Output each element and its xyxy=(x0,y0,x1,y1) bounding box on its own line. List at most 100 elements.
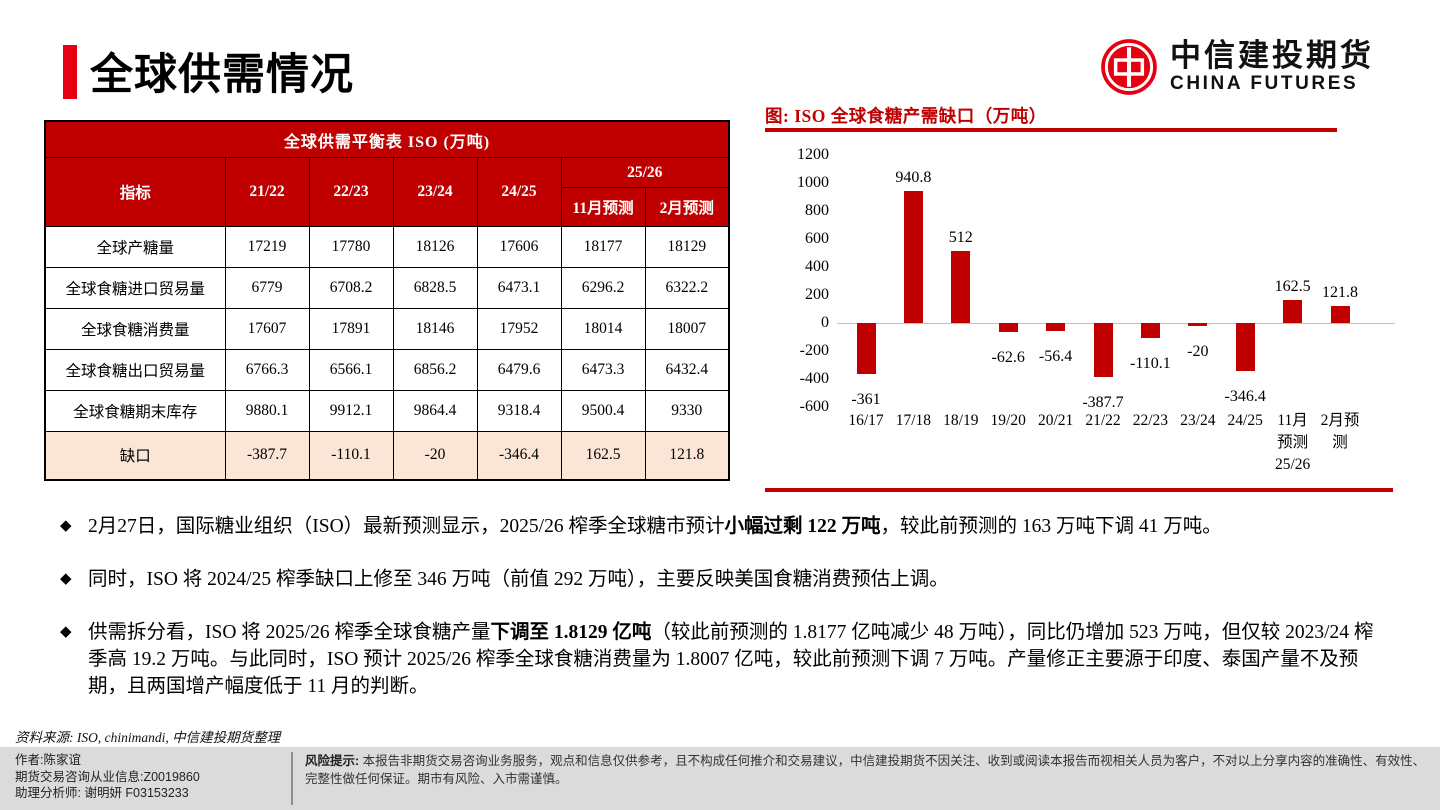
row-value: 17952 xyxy=(476,308,562,350)
bullet-item: ◆ 2月27日，国际糖业组织（ISO）最新预测显示，2025/26 榨季全球糖市预… xyxy=(60,513,1390,540)
data-source-note: 资料来源: ISO, chinimandi, 中信建投期货整理 xyxy=(15,730,281,745)
row-value: 6856.2 xyxy=(392,349,478,391)
author-line: 作者:陈家谊 xyxy=(15,753,81,767)
y-axis-tick-label: 1000 xyxy=(797,174,829,191)
row-value: 6766.3 xyxy=(224,349,310,391)
row-label: 全球食糖期末库存 xyxy=(44,390,226,432)
row-value: 9880.1 xyxy=(224,390,310,432)
row-value: 17219 xyxy=(224,226,310,268)
row-value: 18129 xyxy=(644,226,730,268)
row-value: 6473.3 xyxy=(560,349,646,391)
bar-value-label: 162.5 xyxy=(1274,278,1311,296)
chart-bottom-rule xyxy=(765,488,1393,492)
bar xyxy=(903,191,923,323)
row-value: 18126 xyxy=(392,226,478,268)
bullet-text: 同时，ISO 将 2024/25 榨季缺口上修至 346 万吨（前值 292 万… xyxy=(88,566,949,593)
x-axis-line xyxy=(837,323,1395,324)
logo-name-cn: 中信建投期货 xyxy=(1170,38,1374,73)
y-axis-tick-label: 0 xyxy=(821,314,829,331)
bar xyxy=(1093,323,1113,378)
row-label: 缺口 xyxy=(44,431,226,480)
bar-value-label: -56.4 xyxy=(1038,347,1073,365)
bullet-text-run: 2月27日，国际糖业组织（ISO）最新预测显示，2025/26 榨季全球糖市预计 xyxy=(88,516,725,537)
bar xyxy=(1235,323,1255,372)
row-label: 全球食糖进口贸易量 xyxy=(44,267,226,309)
diamond-bullet-icon: ◆ xyxy=(60,518,72,534)
y-axis-tick-label: 200 xyxy=(805,286,829,303)
chart-title-underline xyxy=(765,128,1337,132)
col-header-feb-forecast: 2月预测 xyxy=(644,187,730,227)
bar xyxy=(1188,323,1208,326)
row-value: 18146 xyxy=(392,308,478,350)
author-info: 作者:陈家谊 期货交易咨询从业信息:Z0019860 助理分析师: 谢明妍 F0… xyxy=(15,752,200,802)
row-value: 6432.4 xyxy=(644,349,730,391)
bullet-text-run: （较此前预测的 1.8177 亿吨减少 48 万吨），同比仍增加 523 万吨，… xyxy=(88,622,1374,697)
x-axis-category-label: 20/21 xyxy=(1037,412,1074,429)
col-header-year: 23/24 xyxy=(392,157,478,227)
row-value: 6708.2 xyxy=(308,267,394,309)
bullet-text-run: ，较此前预测的 163 万吨下调 41 万吨。 xyxy=(880,516,1222,537)
diamond-bullet-icon: ◆ xyxy=(60,571,72,587)
row-value: 6322.2 xyxy=(644,267,730,309)
row-value: 9500.4 xyxy=(560,390,646,432)
row-value: 17891 xyxy=(308,308,394,350)
col-header-nov-forecast: 11月预测 xyxy=(560,187,646,227)
bar-value-label: -62.6 xyxy=(991,348,1025,366)
table-row: 全球食糖进口贸易量 6779 6708.2 6828.5 6473.1 6296.2 632… xyxy=(44,267,730,309)
col-header-year: 21/22 xyxy=(224,157,310,227)
bar-value-label: -20 xyxy=(1187,342,1209,360)
bullet-text: 供需拆分看，ISO 将 2025/26 榨季全球食糖产量下调至 1.8129 亿… xyxy=(88,619,1390,700)
x-axis-category-label: 18/19 xyxy=(943,412,979,429)
table-row: 全球产糖量 17219 17780 18126 17606 18177 18129 xyxy=(44,226,730,268)
bar xyxy=(951,251,971,323)
bullet-item: ◆ 同时，ISO 将 2024/25 榨季缺口上修至 346 万吨（前值 292 … xyxy=(60,566,1390,593)
bullet-text-bold: 下调至 1.8129 亿吨 xyxy=(490,622,652,643)
supply-demand-balance-table: 全球供需平衡表 ISO (万吨) 指标 21/22 22/23 23/24 24… xyxy=(44,120,731,481)
bullet-item: ◆ 供需拆分看，ISO 将 2025/26 榨季全球食糖产量下调至 1.8129 … xyxy=(60,619,1390,700)
table-row: 全球食糖出口贸易量 6766.3 6566.1 6856.2 6479.6 6473.3 6… xyxy=(44,349,730,391)
row-label: 全球食糖消费量 xyxy=(44,308,226,350)
bullet-text: 2月27日，国际糖业组织（ISO）最新预测显示，2025/26 榨季全球糖市预计… xyxy=(88,513,1222,540)
row-value: 18007 xyxy=(644,308,730,350)
row-label: 全球产糖量 xyxy=(44,226,226,268)
row-value: 17780 xyxy=(308,226,394,268)
x-axis-category-label: 16/17 xyxy=(848,412,884,429)
footer-band: 作者:陈家谊 期货交易咨询从业信息:Z0019860 助理分析师: 谢明妍 F0… xyxy=(0,747,1440,810)
bar-value-label: 940.8 xyxy=(895,169,932,187)
risk-disclaimer: 风险提示: 本报告非期货交易咨询业务服务，观点和信息仅供参考，且不构成任何推介和… xyxy=(305,753,1426,788)
table-row: 缺口 -387.7 -110.1 -20 -346.4 162.5 121.8 xyxy=(44,431,730,480)
bar-value-label: -361 xyxy=(851,390,881,408)
row-value: 17607 xyxy=(224,308,310,350)
bar xyxy=(1140,323,1160,339)
risk-label: 风险提示: xyxy=(305,754,360,768)
row-value: 9912.1 xyxy=(308,390,394,432)
author-line: 助理分析师: 谢明妍 F03153233 xyxy=(15,786,189,800)
x-axis-category-label: 19/20 xyxy=(990,412,1026,429)
y-axis-tick-label: -600 xyxy=(799,398,829,415)
citic-emblem-icon xyxy=(1101,39,1157,95)
bar xyxy=(998,323,1018,332)
row-value: 6828.5 xyxy=(392,267,478,309)
row-value: 17606 xyxy=(476,226,562,268)
chart-title: 图: ISO 全球食糖产需缺口（万吨） xyxy=(765,106,1047,126)
row-value: 6473.1 xyxy=(476,267,562,309)
row-value: -20 xyxy=(392,431,478,480)
y-axis-tick-label: 400 xyxy=(805,258,829,275)
row-value: 18177 xyxy=(560,226,646,268)
bar-value-label: -387.7 xyxy=(1082,394,1124,412)
title-accent-bar xyxy=(63,45,77,99)
bar xyxy=(856,323,876,374)
col-header-year: 24/25 xyxy=(476,157,562,227)
commentary-bullets: ◆ 2月27日，国际糖业组织（ISO）最新预测显示，2025/26 榨季全球糖市预… xyxy=(60,513,1390,726)
table-title: 全球供需平衡表 ISO (万吨) xyxy=(44,120,730,158)
logo-name-en: CHINA FUTURES xyxy=(1170,73,1359,94)
diamond-bullet-icon: ◆ xyxy=(60,624,72,640)
col-header-year: 22/23 xyxy=(308,157,394,227)
bullet-text-run: 同时，ISO 将 2024/25 榨季缺口上修至 346 万吨（前值 292 万… xyxy=(88,569,949,590)
row-value: 9330 xyxy=(644,390,730,432)
row-value: 162.5 xyxy=(560,431,646,480)
x-axis-category-label: 11月 预测 25/26 xyxy=(1274,412,1311,473)
row-value: 6566.1 xyxy=(308,349,394,391)
row-value: 18014 xyxy=(560,308,646,350)
row-value: 6296.2 xyxy=(560,267,646,309)
